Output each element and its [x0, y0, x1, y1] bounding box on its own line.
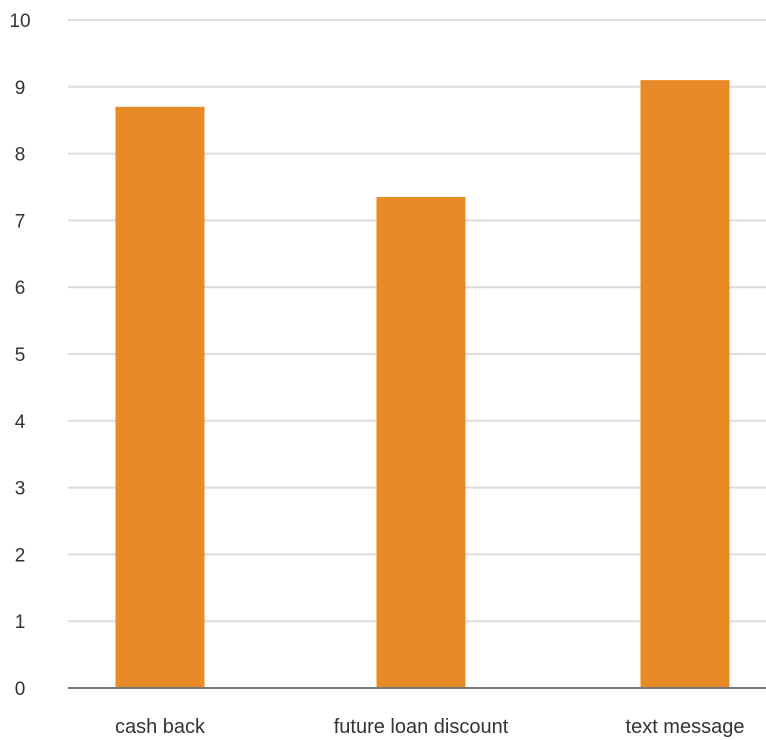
y-tick-label: 0 — [15, 679, 26, 700]
bar-text-message — [640, 80, 730, 689]
y-axis-tick-labels: 0 1 2 3 4 5 6 7 8 9 10 — [9, 11, 30, 700]
y-tick-label: 1 — [15, 612, 26, 633]
bars — [115, 80, 730, 689]
bar-future-loan-discount — [376, 197, 466, 688]
y-tick-label: 6 — [15, 278, 26, 299]
x-category-label: future loan discount — [334, 716, 509, 738]
y-tick-label: 9 — [15, 78, 26, 99]
y-tick-label: 4 — [15, 412, 26, 433]
y-tick-label: 2 — [15, 545, 26, 566]
bar-cash-back — [115, 106, 205, 689]
y-tick-label: 7 — [15, 211, 26, 232]
y-tick-label: 10 — [9, 11, 30, 32]
y-tick-label: 5 — [15, 345, 26, 366]
x-axis-category-labels: cash back future loan discount text messag… — [115, 716, 745, 738]
y-tick-label: 8 — [15, 145, 26, 166]
x-category-label: text message — [626, 716, 745, 738]
y-tick-label: 3 — [15, 479, 26, 500]
x-category-label: cash back — [115, 716, 206, 738]
